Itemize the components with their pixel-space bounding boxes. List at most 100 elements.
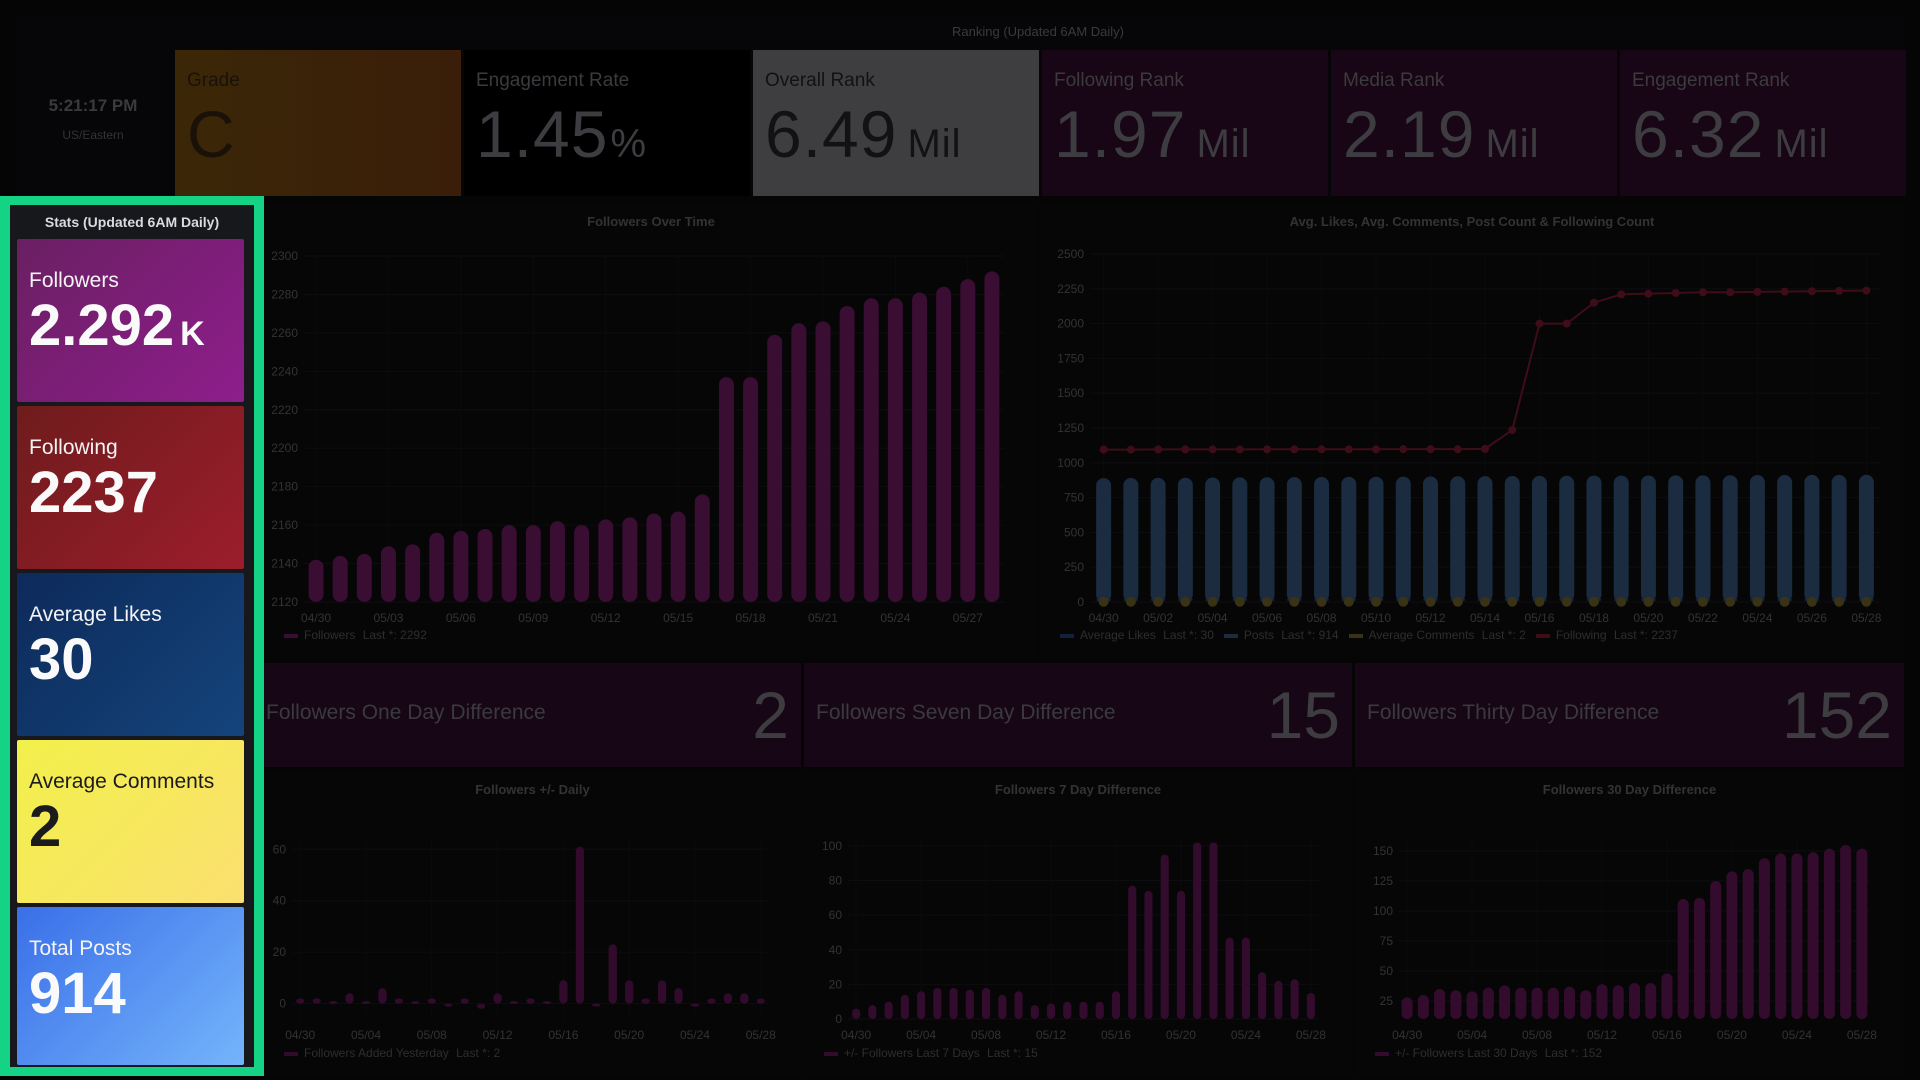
- legend-item[interactable]: Average Likes: [1080, 628, 1156, 642]
- avg-likes-comments-chart[interactable]: 0 250 500 750 1000 1250 1500 1750 2000 2250 2500 04…: [1040, 206, 1904, 656]
- clock-panel: 5:21:17 PM US/Eastern: [16, 16, 170, 196]
- bar-posts: [1096, 478, 1112, 602]
- point-following: [1644, 289, 1653, 298]
- x-tick-label: 05/20: [1633, 611, 1663, 625]
- point-average-comments: [1125, 596, 1136, 607]
- chart-legend[interactable]: Average Likes Last *: 30 Posts Last *: 91…: [1054, 628, 1682, 642]
- legend-item[interactable]: Posts: [1243, 628, 1274, 642]
- engagement-rank-card[interactable]: Engagement Rank 6.32 Mil: [1620, 50, 1906, 196]
- x-tick-label: 05/12: [591, 611, 621, 625]
- following-rank-card[interactable]: Following Rank 1.97 Mil: [1042, 50, 1328, 196]
- bar-followers-added-yesterday: [657, 980, 667, 1004]
- x-tick-label: 04/30: [1089, 611, 1119, 625]
- chart-svg: 25 50 75 100 125 150 04/30 05/04 05/08 05/12 05/16…: [1373, 839, 1877, 1042]
- chart-legend[interactable]: Followers Added Yesterday Last *: 2: [278, 1046, 504, 1060]
- legend-last-value: Last *: 2292: [359, 628, 427, 642]
- x-tick-label: 05/16: [1652, 1028, 1682, 1042]
- engagement-rate-card[interactable]: Engagement Rate 1.45%: [464, 50, 750, 196]
- followers-30day-chart[interactable]: 25 50 75 100 125 150 04/30 05/04 05/08 05/12 05/16…: [1355, 774, 1904, 1076]
- legend-swatch: [824, 1051, 838, 1056]
- followers-stat-card[interactable]: Followers 2.292 K: [17, 239, 244, 402]
- bar-posts: [1150, 477, 1166, 602]
- card-label: Engagement Rank: [1632, 70, 1790, 91]
- bar-followers-added-yesterday: [312, 998, 321, 1004]
- x-tick-label: 05/08: [1307, 611, 1337, 625]
- legend-last-value: Last *: 2: [452, 1046, 501, 1060]
- followers-over-time-chart[interactable]: 2120 2140 2160 2180 2200 2220 2240 2260 2280 2300…: [264, 206, 1038, 656]
- legend-item[interactable]: Average Comments: [1368, 628, 1475, 642]
- y-tick-label: 2240: [271, 364, 298, 378]
- one-day-diff-card[interactable]: Followers One Day Difference 2: [264, 663, 801, 767]
- bar-followers: [863, 298, 879, 602]
- bar-followers: [549, 521, 565, 602]
- bar-posts: [1858, 474, 1874, 602]
- chart-title: Followers 30 Day Difference: [1542, 782, 1717, 797]
- bar--followers-last-30-days: [1791, 853, 1803, 1019]
- media-rank-card[interactable]: Media Rank 2.19 Mil: [1331, 50, 1617, 196]
- bar--followers-last-30-days: [1840, 845, 1852, 1019]
- legend-swatch: [1375, 1051, 1389, 1056]
- legend-last-value: Last *: 152: [1541, 1046, 1603, 1060]
- bar-posts: [1423, 476, 1439, 602]
- bar-followers-added-yesterday: [361, 1001, 371, 1004]
- bar-followers-added-yesterday: [411, 1001, 420, 1004]
- average-likes-stat-card[interactable]: Average Likes 30: [17, 573, 244, 736]
- bar-posts: [1531, 475, 1547, 602]
- bar-posts: [1232, 477, 1248, 602]
- legend-last-value: Last *: 15: [983, 1046, 1038, 1060]
- card-value: 6.49 Mil: [765, 97, 962, 171]
- legend-item[interactable]: Followers Added Yesterday: [304, 1046, 449, 1060]
- followers-7day-chart[interactable]: 0 20 40 60 80 100 04/30 05/04 05/08 05/12 05/16 05/…: [804, 774, 1352, 1076]
- bar-followers: [887, 298, 903, 602]
- bar--followers-last-7-days: [981, 987, 991, 1019]
- bar--followers-last-7-days: [933, 987, 942, 1019]
- x-tick-label: 05/03: [373, 611, 403, 625]
- legend-item[interactable]: +/- Followers Last 7 Days: [844, 1046, 980, 1060]
- following-stat-card[interactable]: Following 2237: [17, 406, 244, 569]
- bar-followers-added-yesterday: [526, 998, 535, 1004]
- y-tick-label: 0: [279, 997, 286, 1011]
- bar-followers-added-yesterday: [345, 993, 354, 1004]
- y-tick-label: 750: [1064, 491, 1084, 505]
- bar--followers-last-30-days: [1564, 986, 1576, 1019]
- legend-item[interactable]: +/- Followers Last 30 Days: [1395, 1046, 1538, 1060]
- point-average-comments: [1207, 596, 1218, 607]
- chart-legend[interactable]: Followers Last *: 2292: [278, 628, 431, 642]
- x-tick-label: 05/04: [1198, 611, 1228, 625]
- grade-card[interactable]: Grade C: [175, 50, 461, 196]
- legend-swatch: [284, 1051, 298, 1056]
- ranking-panel-title: Ranking (Updated 6AM Daily): [952, 24, 1124, 39]
- diff-value: 152: [1781, 678, 1892, 752]
- stat-value: 2: [29, 794, 62, 859]
- bar-posts: [1695, 475, 1711, 602]
- bar-posts: [1450, 476, 1466, 602]
- point-average-comments: [1806, 596, 1817, 607]
- y-tick-label: 100: [1373, 904, 1393, 918]
- y-tick-label: 0: [835, 1012, 842, 1026]
- y-tick-label: 2260: [271, 326, 298, 340]
- bar--followers-last-30-days: [1499, 985, 1511, 1019]
- bar--followers-last-7-days: [868, 1005, 877, 1019]
- chart-title: Followers 7 Day Difference: [994, 782, 1162, 797]
- average-comments-stat-card[interactable]: Average Comments 2: [17, 740, 244, 903]
- followers-daily-chart[interactable]: 0 20 40 60 04/30 05/04 05/08 05/12 05/16 05/20 05/…: [264, 774, 801, 1076]
- x-tick-label: 04/30: [301, 611, 331, 625]
- chart-legend[interactable]: +/- Followers Last 7 Days Last *: 15: [818, 1046, 1042, 1060]
- bar--followers-last-30-days: [1612, 985, 1624, 1019]
- stat-label: Total Posts: [29, 937, 132, 960]
- overall-rank-card[interactable]: Overall Rank 6.49 Mil: [753, 50, 1039, 196]
- chart-legend[interactable]: +/- Followers Last 30 Days Last *: 152: [1369, 1046, 1606, 1060]
- total-posts-stat-card[interactable]: Total Posts 914: [17, 907, 244, 1065]
- point-following: [1698, 288, 1707, 297]
- x-tick-label: 05/10: [1361, 611, 1391, 625]
- seven-day-diff-card[interactable]: Followers Seven Day Difference 15: [804, 663, 1352, 767]
- x-tick-label: 05/28: [746, 1028, 776, 1042]
- point-average-comments: [1371, 596, 1382, 607]
- thirty-day-diff-card[interactable]: Followers Thirty Day Difference 152: [1355, 663, 1904, 767]
- legend-item[interactable]: Following: [1555, 628, 1607, 642]
- legend-item[interactable]: Followers: [304, 628, 356, 642]
- stat-value: 914: [29, 961, 126, 1026]
- stat-value: 2.292 K: [29, 293, 205, 358]
- bar--followers-last-30-days: [1580, 990, 1592, 1019]
- legend-swatch: [1535, 633, 1550, 638]
